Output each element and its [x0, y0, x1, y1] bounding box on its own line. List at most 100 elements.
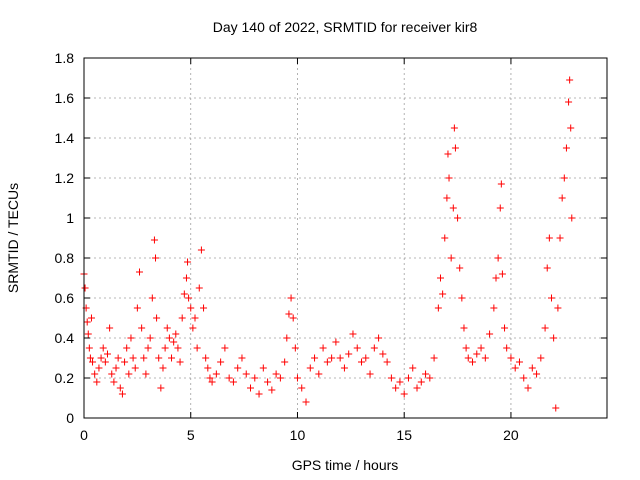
y-tick-label: 0.8 [55, 250, 75, 266]
data-point [456, 264, 464, 272]
data-point [95, 364, 103, 372]
y-tick-label: 1.2 [55, 170, 75, 186]
data-point [176, 358, 184, 366]
y-tick-label: 0.4 [55, 330, 75, 346]
chart-title: Day 140 of 2022, SRMTID for receiver kir… [213, 19, 478, 35]
data-point [133, 304, 141, 312]
data-point [537, 354, 545, 362]
data-point [439, 290, 447, 298]
data-point [91, 370, 99, 378]
data-point [481, 354, 489, 362]
data-point [375, 334, 383, 342]
data-point [189, 324, 197, 332]
data-point [328, 354, 336, 362]
data-point [172, 330, 180, 338]
data-point [242, 370, 250, 378]
data-point [159, 364, 167, 372]
data-point [170, 338, 178, 346]
data-point [417, 378, 425, 386]
data-point [123, 344, 131, 352]
data-point [89, 358, 97, 366]
data-point [451, 144, 459, 152]
data-point [550, 334, 558, 342]
data-point [202, 354, 210, 362]
data-point [473, 350, 481, 358]
data-point [558, 194, 566, 202]
data-point [501, 324, 509, 332]
data-point [396, 378, 404, 386]
data-point [289, 314, 297, 322]
data-point [319, 344, 327, 352]
data-point [366, 370, 374, 378]
data-point [404, 374, 412, 382]
data-point [449, 204, 457, 212]
data-point [217, 358, 225, 366]
data-point [379, 350, 387, 358]
data-point [197, 246, 205, 254]
x-tick-label: 15 [396, 427, 412, 443]
data-point [436, 274, 444, 282]
data-point [336, 354, 344, 362]
data-point [413, 384, 421, 392]
data-point [221, 344, 229, 352]
data-point [161, 344, 169, 352]
data-point [533, 370, 541, 378]
data-point [182, 274, 190, 282]
y-axis-ticks: 0 0.2 0.4 0.6 0.8 1 1.2 1.4 1.6 1.8 [55, 50, 607, 426]
data-point [180, 290, 188, 298]
data-point [568, 214, 576, 222]
data-point [434, 304, 442, 312]
data-point [370, 344, 378, 352]
data-point [383, 358, 391, 366]
data-point [200, 304, 208, 312]
y-tick-label: 1 [66, 210, 74, 226]
data-point [283, 334, 291, 342]
data-point [116, 384, 124, 392]
y-tick-label: 0 [66, 410, 74, 426]
data-point [293, 374, 301, 382]
data-point [114, 354, 122, 362]
data-point [323, 358, 331, 366]
data-points [80, 76, 576, 412]
data-point [441, 234, 449, 242]
data-point [315, 370, 323, 378]
data-point [204, 364, 212, 372]
data-point [477, 344, 485, 352]
data-point [155, 354, 163, 362]
data-point [454, 214, 462, 222]
data-point [302, 398, 310, 406]
data-point [87, 314, 95, 322]
data-point [97, 354, 105, 362]
data-point [507, 354, 515, 362]
data-point [81, 284, 89, 292]
data-point [387, 374, 395, 382]
data-point [562, 144, 570, 152]
data-point [276, 374, 284, 382]
data-point [144, 344, 152, 352]
data-point [560, 174, 568, 182]
x-tick-label: 0 [80, 427, 88, 443]
data-point [136, 268, 144, 276]
data-point [287, 294, 295, 302]
data-point [400, 390, 408, 398]
data-point [565, 98, 573, 106]
data-point [281, 358, 289, 366]
data-point [511, 364, 519, 372]
data-point [409, 364, 417, 372]
data-point [345, 350, 353, 358]
data-point [349, 330, 357, 338]
x-tick-label: 10 [290, 427, 306, 443]
y-tick-label: 1.4 [55, 130, 75, 146]
data-point [255, 390, 263, 398]
data-point [298, 384, 306, 392]
y-tick-label: 0.6 [55, 290, 75, 306]
data-point [503, 344, 511, 352]
plot-frame [83, 57, 608, 419]
data-point [101, 358, 109, 366]
data-point [83, 318, 91, 326]
data-point [206, 374, 214, 382]
data-point [85, 344, 93, 352]
data-point [121, 358, 129, 366]
data-point [229, 378, 237, 386]
